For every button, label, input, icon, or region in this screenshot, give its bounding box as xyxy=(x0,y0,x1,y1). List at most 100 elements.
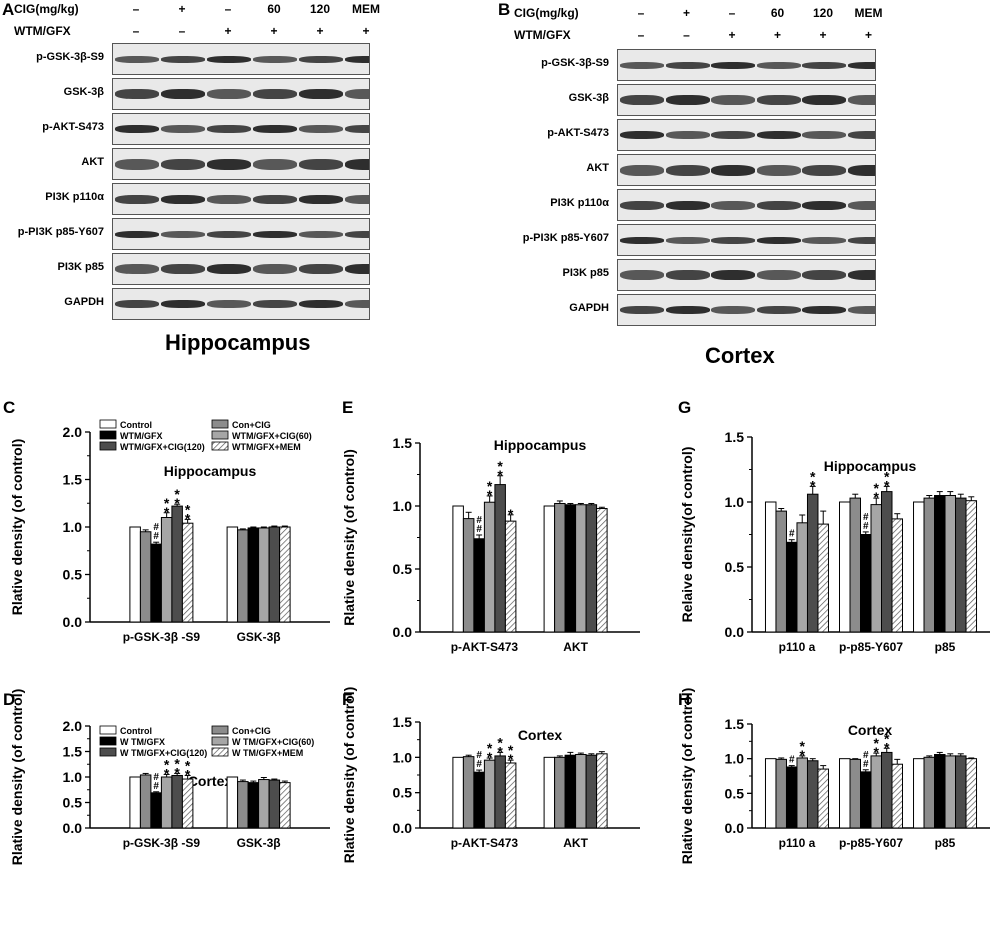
blot-band xyxy=(665,306,710,314)
blot-band xyxy=(161,158,205,170)
y-axis-label: Rlative density (of control) xyxy=(341,687,357,864)
bar xyxy=(279,782,291,829)
blot-band xyxy=(756,164,801,176)
blot-title-cortex: Cortex xyxy=(705,343,775,368)
blot-band xyxy=(115,300,159,308)
y-tick-label: 1.5 xyxy=(725,716,745,732)
blot-row-label: PI3K p110α xyxy=(550,197,609,209)
bar xyxy=(965,758,978,829)
blot-row-label: p-PI3K p85-Y607 xyxy=(17,226,104,238)
legend-item: W TM/GFX xyxy=(120,737,165,747)
bar xyxy=(129,526,141,623)
blot-band xyxy=(711,236,755,244)
blot-band xyxy=(756,61,801,69)
blot-band xyxy=(253,264,297,274)
blot-band xyxy=(802,306,846,314)
blot-band xyxy=(299,158,343,170)
significance-mark: # xyxy=(153,522,159,533)
bar xyxy=(504,762,517,829)
y-axis-label: Rlative density (of control) xyxy=(9,689,25,866)
blot-band xyxy=(299,89,343,99)
y-tick-label: 0.0 xyxy=(393,820,413,836)
bar xyxy=(764,758,777,829)
wtm-value: + xyxy=(224,24,232,38)
significance-mark: # xyxy=(476,750,482,761)
bar xyxy=(554,756,566,829)
significance-mark: * xyxy=(487,749,493,765)
y-axis-label: Rlative density (of control) xyxy=(9,439,25,616)
blot-band xyxy=(345,230,369,238)
blot-strip xyxy=(617,294,876,326)
bar xyxy=(575,504,587,633)
legend-item: W TM/GFX+CIG(60) xyxy=(232,737,314,747)
y-tick-label: 1.5 xyxy=(63,744,83,760)
y-tick-label: 1.5 xyxy=(725,429,745,445)
cig-value: MEM xyxy=(352,2,380,16)
blot-band xyxy=(207,125,251,133)
bar xyxy=(596,508,608,633)
bar xyxy=(268,779,281,829)
significance-mark: * xyxy=(884,739,890,755)
blot-band xyxy=(711,270,755,280)
wtm-header-label: WTM/GFX xyxy=(14,24,71,38)
blot-row-label: GAPDH xyxy=(569,302,609,314)
category-label: GSK-3β xyxy=(237,836,281,850)
bar xyxy=(585,754,598,829)
bar xyxy=(817,768,829,829)
blot-band xyxy=(756,131,801,139)
bar xyxy=(913,501,925,633)
blot-band xyxy=(847,131,875,139)
significance-mark: * xyxy=(508,742,514,758)
blot-band xyxy=(345,125,369,133)
panel-label-h: H xyxy=(678,690,691,709)
bar xyxy=(181,522,194,623)
blot-band xyxy=(665,200,710,210)
panel-label-g: G xyxy=(678,398,692,417)
bar xyxy=(860,534,872,633)
category-label: p85 xyxy=(935,836,956,850)
y-tick-label: 1.0 xyxy=(393,749,413,765)
blot-band xyxy=(711,61,755,69)
blot-band xyxy=(620,200,664,210)
y-tick-label: 2.0 xyxy=(63,718,83,734)
wtm-header-label: WTM/GFX xyxy=(514,28,571,42)
bar xyxy=(881,491,893,633)
cig-value: – xyxy=(728,6,736,20)
bar xyxy=(839,758,851,829)
bar xyxy=(955,497,967,633)
blot-strip xyxy=(112,253,370,285)
bar xyxy=(806,760,819,829)
blot-band xyxy=(847,236,875,244)
bar xyxy=(473,538,485,633)
significance-mark: # xyxy=(476,759,482,770)
y-tick-label: 0.0 xyxy=(725,624,745,640)
cig-value: MEM xyxy=(854,6,883,20)
blot-band xyxy=(207,55,251,63)
bar xyxy=(494,755,506,829)
significance-mark: * xyxy=(185,757,191,773)
blot-band xyxy=(115,89,159,99)
wtm-value: + xyxy=(316,24,324,38)
wtm-value: + xyxy=(362,24,370,38)
bar xyxy=(575,754,587,829)
y-tick-label: 1.0 xyxy=(63,519,83,535)
cig-value: + xyxy=(682,6,690,20)
significance-mark: # xyxy=(476,515,482,526)
blot-band xyxy=(253,89,297,99)
bar xyxy=(554,502,566,633)
wtm-value: – xyxy=(637,28,645,42)
significance-mark: * xyxy=(497,467,503,483)
category-label: p110 a xyxy=(779,640,816,654)
bar xyxy=(226,776,239,829)
blot-band xyxy=(345,264,369,274)
cig-value: – xyxy=(224,2,232,16)
blot-band xyxy=(802,270,846,280)
blot-strip xyxy=(617,84,876,116)
y-tick-label: 0.5 xyxy=(393,785,413,801)
significance-mark: * xyxy=(164,765,170,781)
blot-band xyxy=(207,158,251,170)
blot-band xyxy=(161,194,205,204)
blot-band xyxy=(620,95,664,105)
significance-mark: * xyxy=(874,744,880,760)
blot-title-hippocampus: Hippocampus xyxy=(165,330,311,355)
